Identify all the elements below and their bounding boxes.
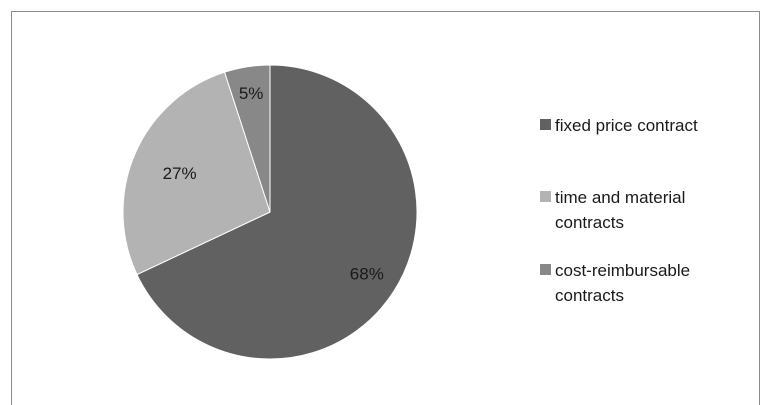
- legend-label-time-material: time and material contracts: [555, 188, 686, 232]
- pie-slice-fixed-price: [136, 64, 418, 360]
- legend-label-cost-reimbursable: cost-reimbursable contracts: [555, 261, 691, 305]
- legend-swatch-cost-reimbursable: [540, 264, 551, 275]
- pie-labels: 68% 27% 5%: [163, 84, 384, 283]
- data-label-fixed-price: 68%: [350, 264, 384, 283]
- legend-item-fixed-price: fixed price contract: [540, 114, 750, 138]
- pie-slices: [122, 64, 418, 360]
- legend-swatch-time-material: [540, 191, 551, 202]
- pie-slice-time-material: [122, 71, 271, 276]
- legend-label-fixed-price: fixed price contract: [555, 116, 698, 135]
- pie-slice-cost-reimbursable: [223, 64, 271, 213]
- data-label-cost-reimbursable: 5%: [239, 84, 264, 103]
- legend-swatch-fixed-price: [540, 119, 551, 130]
- legend-item-time-material: time and material contracts: [540, 186, 750, 235]
- data-label-time-material: 27%: [163, 164, 197, 183]
- legend-item-cost-reimbursable: cost-reimbursable contracts: [540, 259, 750, 308]
